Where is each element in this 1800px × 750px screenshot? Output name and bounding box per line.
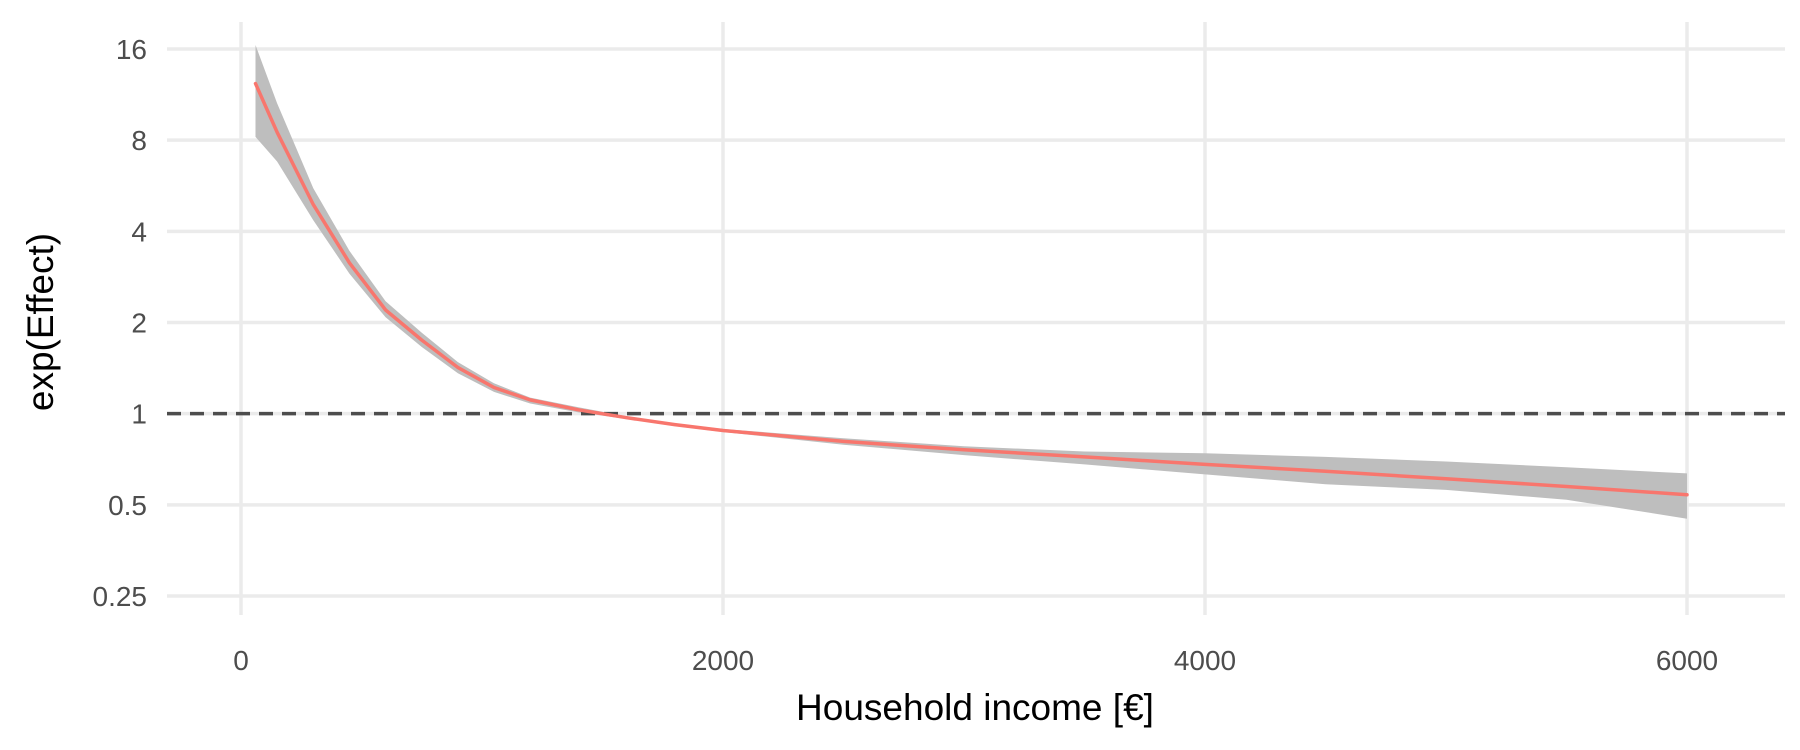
x-tick-label: 6000 [1656, 645, 1718, 676]
x-gridlines [239, 22, 1689, 615]
x-tick-label: 4000 [1174, 645, 1236, 676]
x-tick-label: 0 [233, 645, 249, 676]
y-tick-label: 4 [131, 216, 147, 247]
confidence-band-layer [255, 45, 1687, 519]
y-tick-label: 2 [131, 308, 147, 339]
effect-line-layer [253, 81, 1689, 497]
y-tick-label: 0.25 [93, 581, 148, 612]
y-gridlines [167, 47, 1785, 598]
y-tick-label: 16 [116, 34, 147, 65]
y-tick-label: 8 [131, 125, 147, 156]
x-tick-labels: 0 2000 4000 6000 [233, 645, 1718, 676]
y-tick-label: 1 [131, 399, 147, 430]
effect-line [253, 81, 1689, 497]
y-axis-title: exp(Effect) [20, 233, 61, 411]
confidence-band [255, 45, 1687, 519]
x-axis-title: Household income [€] [796, 687, 1154, 728]
y-tick-labels: 0.25 0.5 1 2 4 8 16 [93, 34, 148, 612]
y-tick-label: 0.5 [108, 490, 147, 521]
x-tick-label: 2000 [692, 645, 754, 676]
